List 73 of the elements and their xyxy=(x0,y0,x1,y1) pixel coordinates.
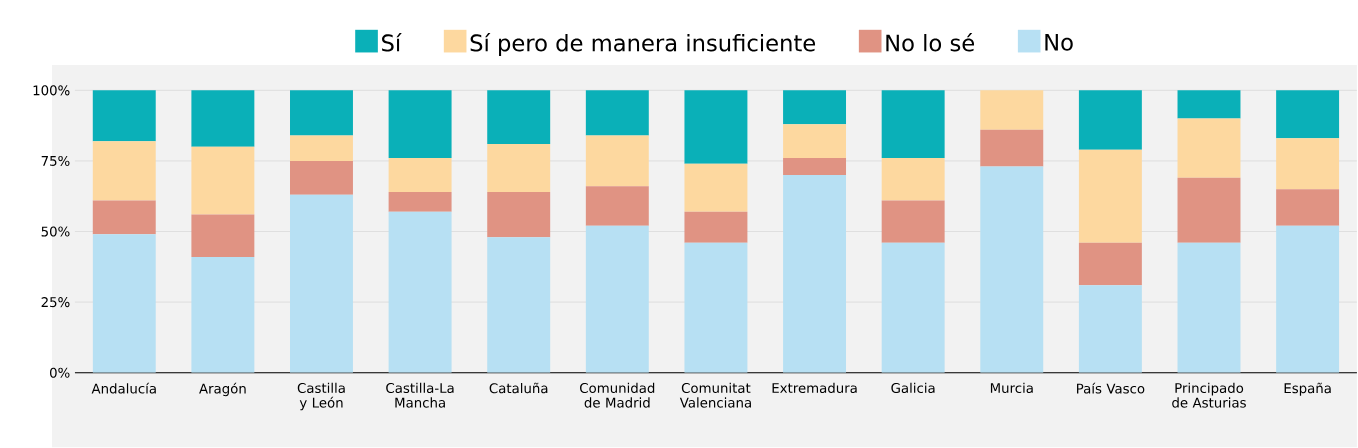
bar xyxy=(684,243,748,373)
bar xyxy=(1177,118,1241,179)
x-tick-label: Andalucía xyxy=(91,382,156,394)
bar xyxy=(1177,90,1241,119)
x-tick-label: País Vasco xyxy=(1077,382,1145,394)
bar xyxy=(290,195,353,373)
bar xyxy=(783,90,847,125)
bar xyxy=(388,192,452,212)
x-tick-label: Cataluña xyxy=(489,382,548,394)
bar xyxy=(1276,138,1340,190)
bar xyxy=(487,237,551,373)
bar xyxy=(388,90,452,159)
bar xyxy=(1276,189,1340,227)
x-tick-label: Aragón xyxy=(199,382,246,397)
x-tick-label: Comunitat Valenciana xyxy=(679,382,751,408)
y-tick-label: 0% xyxy=(49,367,70,378)
bar xyxy=(487,90,551,145)
bar xyxy=(1078,243,1142,286)
bar xyxy=(585,186,649,227)
bar xyxy=(1276,90,1340,139)
bar xyxy=(585,135,649,187)
bar xyxy=(487,192,551,238)
bar xyxy=(1177,243,1241,373)
x-tick-label: España xyxy=(1284,382,1331,397)
y-tick-label: 75% xyxy=(41,156,70,167)
bar xyxy=(585,226,649,373)
bar xyxy=(1078,90,1142,150)
x-tick-label: Comunidad de Madrid xyxy=(580,382,655,408)
bar xyxy=(290,161,353,195)
bar xyxy=(1078,285,1142,373)
bar xyxy=(881,243,945,373)
bar xyxy=(684,211,748,243)
bar xyxy=(585,90,649,136)
x-tick-label: Galicia xyxy=(891,382,935,394)
legend-label: No xyxy=(1045,34,1073,51)
x-tick-label: Extremadura xyxy=(772,382,857,394)
bar xyxy=(881,200,945,243)
bar xyxy=(881,90,945,159)
bar xyxy=(92,141,156,201)
bar xyxy=(684,90,748,164)
bar xyxy=(191,147,255,215)
y-tick-label: 50% xyxy=(41,226,70,237)
bar xyxy=(1078,149,1142,243)
x-tick-label: Castilla y León xyxy=(297,382,345,411)
bar xyxy=(388,158,452,193)
y-tick-label: 100% xyxy=(33,85,70,96)
bar xyxy=(92,200,156,235)
bar xyxy=(1177,178,1241,243)
bar xyxy=(92,234,156,373)
bar xyxy=(881,158,945,201)
bar xyxy=(783,124,847,159)
legend-label: Sí xyxy=(382,33,402,52)
bar xyxy=(980,90,1044,131)
bar xyxy=(388,211,452,373)
x-tick-label: Murcia xyxy=(990,382,1033,394)
bar xyxy=(980,166,1044,373)
x-tick-label: Principado de Asturias xyxy=(1172,382,1246,408)
legend-label: Sí pero de manera insuficiente xyxy=(470,33,816,57)
bar xyxy=(92,90,156,142)
bar xyxy=(684,163,748,212)
y-tick-label: 25% xyxy=(41,297,70,308)
bar xyxy=(783,175,847,373)
bar xyxy=(290,135,353,162)
bar xyxy=(783,158,847,176)
x-tick-label: Castilla-La Mancha xyxy=(386,382,454,408)
bar xyxy=(290,90,353,136)
legend-label: No lo sé xyxy=(886,33,975,52)
bar xyxy=(191,90,255,147)
bar xyxy=(191,214,255,258)
bar xyxy=(980,130,1044,167)
bar xyxy=(191,257,255,373)
bar xyxy=(1276,226,1340,373)
bar xyxy=(487,144,551,193)
